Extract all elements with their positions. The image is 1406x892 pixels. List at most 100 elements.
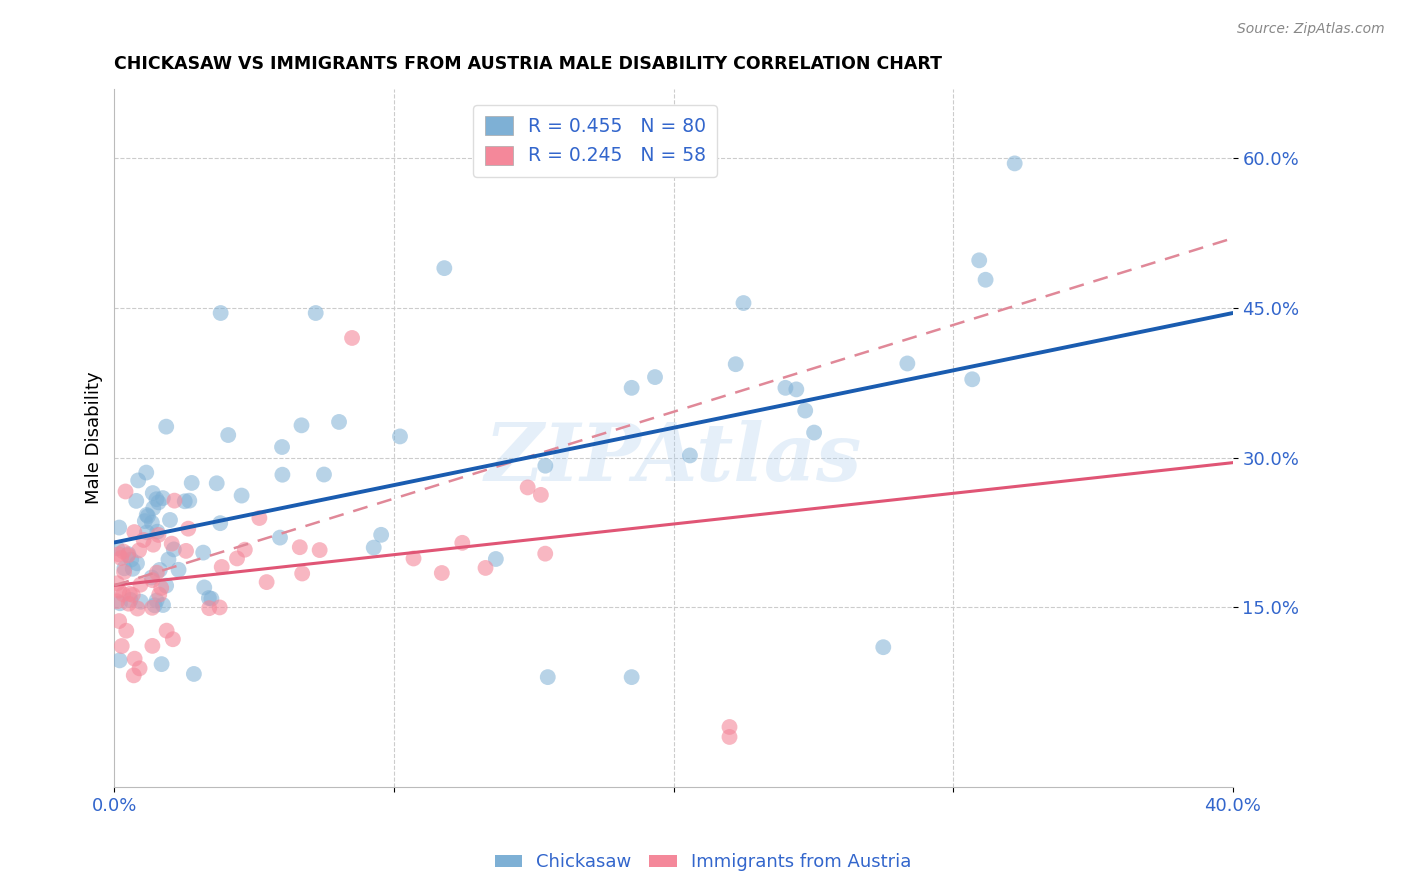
Point [127,601,149,615]
Point [474,561,496,575]
Point [516,480,538,494]
Point [121,588,143,602]
Point [974,273,997,287]
Point [177,522,200,536]
Point [718,730,741,744]
Point [530,488,553,502]
Point [135,508,157,522]
Point [129,595,152,609]
Text: CHICKASAW VS IMMIGRANTS FROM AUSTRIA MALE DISABILITY CORRELATION CHART: CHICKASAW VS IMMIGRANTS FROM AUSTRIA MAL… [114,55,942,73]
Point [173,494,195,508]
Point [148,588,170,602]
Point [108,596,131,610]
Point [363,541,385,555]
Point [271,440,294,454]
Point [226,551,249,566]
Point [115,624,138,638]
Point [155,419,177,434]
Point [620,670,643,684]
Point [305,306,328,320]
Point [896,356,918,370]
Point [155,579,177,593]
Point [105,576,128,591]
Point [129,578,152,592]
Point [108,653,131,667]
Point [370,528,392,542]
Point [134,514,156,528]
Point [644,370,666,384]
Point [142,538,165,552]
Point [136,509,159,524]
Point [124,651,146,665]
Point [143,599,166,613]
Point [141,570,163,584]
Point [430,566,453,580]
Point [141,573,163,587]
Point [271,467,294,482]
Point [120,552,142,566]
Point [118,587,141,601]
Point [402,551,425,566]
Point [960,372,983,386]
Point [312,467,335,482]
Point [148,495,170,509]
Point [152,598,174,612]
Point [967,253,990,268]
Point [107,547,129,561]
Point [121,562,143,576]
Point [111,639,134,653]
Point [120,593,142,607]
Point [124,524,146,539]
Point [117,549,139,563]
Point [198,591,221,605]
Point [794,403,817,417]
Point [157,552,180,566]
Point [128,661,150,675]
Point [112,565,135,579]
Point [146,524,169,539]
Point [269,531,291,545]
Point [149,563,172,577]
Legend: R = 0.455   N = 80, R = 0.245   N = 58: R = 0.455 N = 80, R = 0.245 N = 58 [474,105,717,177]
Point [733,296,755,310]
Point [288,540,311,554]
Point [112,561,135,575]
Point [328,415,350,429]
Point [142,486,165,500]
Point [163,542,186,557]
Point [231,489,253,503]
Point [108,520,131,534]
Point [1004,156,1026,170]
Point [159,513,181,527]
Point [141,600,163,615]
Point [290,418,312,433]
Point [114,484,136,499]
Point [679,449,702,463]
Point [156,624,179,638]
Point [160,536,183,550]
Point [485,552,508,566]
Point [620,381,643,395]
Point [233,542,256,557]
Point [211,560,233,574]
Point [193,581,215,595]
Point [112,544,135,558]
Point [117,597,139,611]
Point [180,475,202,490]
Point [308,543,330,558]
Point [534,458,557,473]
Point [162,632,184,647]
Point [217,428,239,442]
Y-axis label: Male Disability: Male Disability [86,371,103,504]
Point [247,511,270,525]
Point [150,581,173,595]
Point [150,657,173,672]
Point [803,425,825,440]
Point [209,516,232,531]
Point [775,381,797,395]
Point [117,547,139,561]
Point [112,587,135,601]
Point [200,591,222,606]
Point [146,566,169,580]
Point [718,720,741,734]
